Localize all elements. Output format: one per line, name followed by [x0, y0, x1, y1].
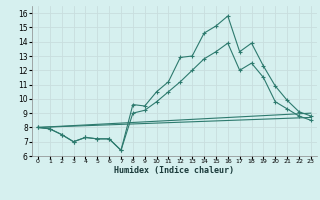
X-axis label: Humidex (Indice chaleur): Humidex (Indice chaleur) — [115, 166, 234, 175]
